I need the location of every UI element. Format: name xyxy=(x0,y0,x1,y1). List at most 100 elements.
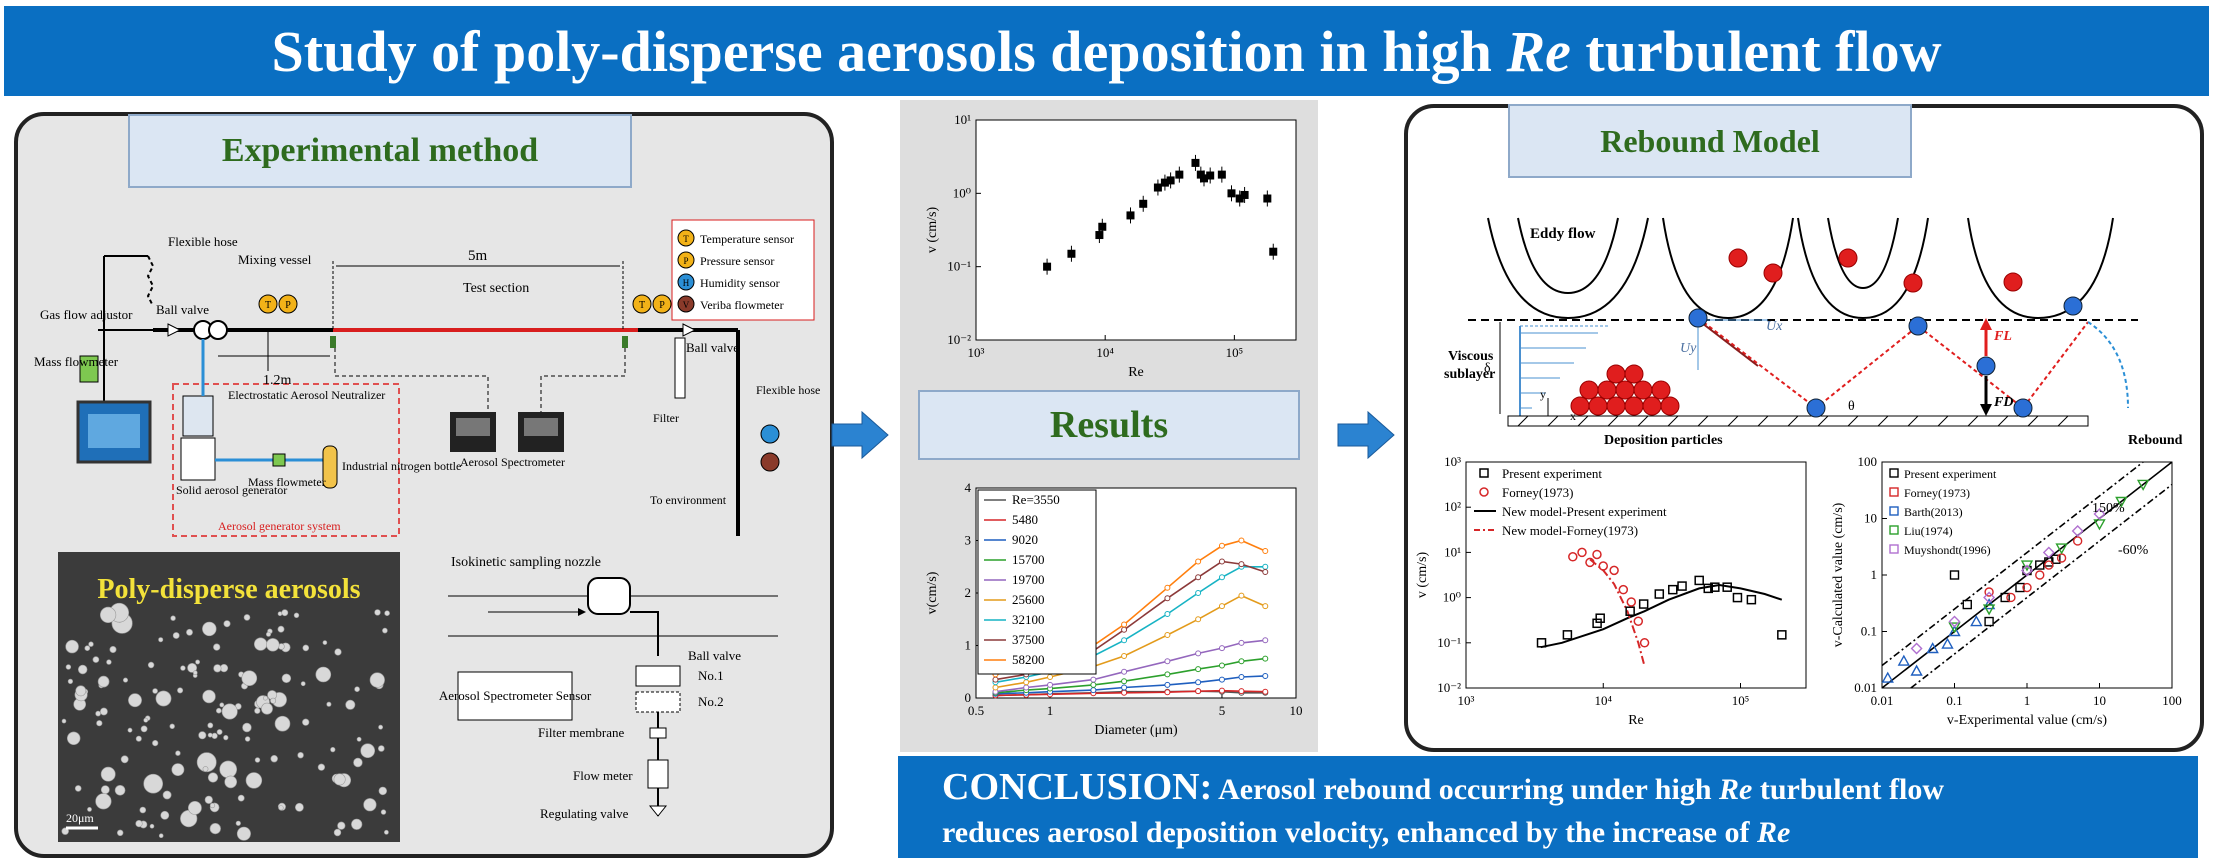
velocity-profile xyxy=(1519,325,1608,416)
to-environment-label: To environment xyxy=(650,493,727,507)
spectrometer-no1-icon xyxy=(635,665,681,687)
spectrometer-screen-2 xyxy=(524,418,558,436)
chart-d-point xyxy=(2022,565,2032,576)
ux-label: Ux xyxy=(1766,319,1783,334)
chart-c-y-tick-label: 10³ xyxy=(1444,454,1461,469)
chart-d-legend-label: Liu(1974) xyxy=(1904,524,1953,538)
flow-meter-label: Flow meter xyxy=(573,768,633,783)
chart-d-upper-bound xyxy=(1881,461,2144,667)
temperature-sensor-icon xyxy=(258,294,278,314)
particle xyxy=(109,645,117,653)
filter-icon xyxy=(674,337,686,399)
mass-flowmeter-label: Mass flowmeter xyxy=(34,354,119,369)
chart-b-point xyxy=(1262,655,1269,662)
particle xyxy=(360,743,376,759)
particle xyxy=(67,678,74,685)
solid-generator-icon xyxy=(180,437,216,481)
ball-valve-left-label: Ball valve xyxy=(156,302,209,317)
chart-b-point xyxy=(1121,653,1128,659)
chart-c-point xyxy=(1633,616,1644,626)
chart-d-point xyxy=(2051,554,2061,564)
chart-a-point xyxy=(1199,174,1208,183)
chart-c-point xyxy=(1677,581,1687,591)
particle xyxy=(74,785,82,792)
chart-b-point xyxy=(1164,611,1171,617)
mixing-vessel-icon-2 xyxy=(208,320,228,340)
chart-b-x-tick-label: 0.5 xyxy=(968,703,984,718)
chart-b-point xyxy=(1218,574,1225,581)
particle xyxy=(75,685,87,697)
particle xyxy=(354,686,360,693)
generator-system-label: Aerosol generator system xyxy=(218,519,341,533)
chart-d-point xyxy=(2136,479,2150,491)
chart-d-point xyxy=(1926,642,1939,654)
chart-b-point xyxy=(1262,569,1269,575)
chart-d-y-tick-label: 1 xyxy=(1871,567,1878,582)
particle xyxy=(158,833,164,839)
chart-b-point xyxy=(1195,666,1202,673)
particle xyxy=(317,763,326,771)
particle xyxy=(333,828,342,837)
nozzle-label: Isokinetic sampling nozzle xyxy=(451,555,601,570)
chart-b-point xyxy=(1090,681,1097,688)
particle xyxy=(243,614,251,621)
chart-c-model-line xyxy=(1589,558,1646,667)
chart-d-point xyxy=(1910,642,1923,655)
mass-flowmeter-2-label: Mass flowmeter xyxy=(248,475,326,489)
chart-c-x-tick-label: 10⁵ xyxy=(1732,693,1750,708)
particle xyxy=(195,659,200,665)
chart-d-point xyxy=(2022,582,2032,593)
neutralizer-icon xyxy=(182,395,214,437)
compressor-panel xyxy=(88,414,140,448)
particle xyxy=(236,826,251,841)
particle xyxy=(169,723,175,729)
chart-d-point xyxy=(2020,560,2034,572)
chart-b-point xyxy=(1090,687,1097,694)
chart-d-y-tick-label: 10 xyxy=(1864,511,1877,526)
chart-b-point xyxy=(1047,674,1054,680)
chart-d-point xyxy=(1962,599,1972,610)
chart-b-point xyxy=(1238,537,1245,544)
chart-b-point xyxy=(1090,676,1097,683)
chart-b-y-axis-title: v(cm/s) xyxy=(925,571,940,614)
chart-b-point xyxy=(1238,688,1245,695)
particle xyxy=(254,707,261,714)
title-text-italic: Re xyxy=(1506,18,1571,84)
chart-d-x-tick-label: 1 xyxy=(2024,693,2031,708)
particle xyxy=(65,664,72,670)
chart-c-point xyxy=(1536,638,1547,648)
chart-c-x-axis-title: Re xyxy=(1628,713,1644,728)
chart-a-point xyxy=(1160,178,1169,187)
sensor-label-box xyxy=(457,671,573,721)
legend-glyph: T xyxy=(683,234,689,244)
chart-b-x-tick-label: 1 xyxy=(1047,703,1054,718)
conclusion-lead: CONCLUSION: xyxy=(942,766,1213,808)
chart-d-y-axis-title: v-Calculated value (cm/s) xyxy=(1831,502,1846,647)
particle xyxy=(128,693,142,708)
sampling-nozzle-icon xyxy=(587,577,631,615)
chart-b-point xyxy=(1262,603,1269,610)
chart-d-point xyxy=(1984,587,1994,597)
chart-d-point xyxy=(1948,622,1961,634)
legend-glyph: H xyxy=(683,278,690,288)
particle xyxy=(382,627,388,634)
nitrogen-label: Industrial nitrogen bottle xyxy=(342,459,461,473)
chart-a-y-tick-label: 10¹ xyxy=(954,112,971,127)
sensor-glyph-p2: P xyxy=(659,300,665,311)
chart-c-legend-label: Forney(1973) xyxy=(1502,485,1574,500)
legend-sensor-icon xyxy=(677,273,695,291)
flexible-hose-icon xyxy=(146,255,155,307)
chart-d-legend-label: Muyshondt(1996) xyxy=(1904,543,1991,557)
chart-b-point xyxy=(1195,590,1202,596)
particle xyxy=(221,703,238,720)
chart-d-point xyxy=(2093,508,2106,521)
chart-b-x-tick-label: 10 xyxy=(1290,703,1303,718)
chart-b-point xyxy=(1195,688,1202,695)
chart-c-point xyxy=(1654,589,1665,599)
chart-d-point xyxy=(2042,546,2055,559)
chart-d-point xyxy=(2006,592,2016,603)
particle xyxy=(297,751,304,759)
chart-a-y-tick-label: 10⁻² xyxy=(947,332,971,347)
particle xyxy=(242,722,252,733)
chart-b-point xyxy=(1121,668,1128,675)
